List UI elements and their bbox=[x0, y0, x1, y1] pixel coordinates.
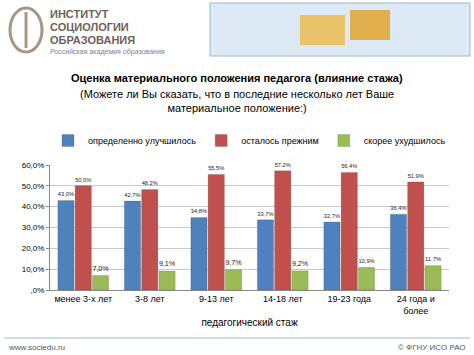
svg-text:9,2%: 9,2% bbox=[292, 260, 309, 268]
svg-text:60,0%: 60,0% bbox=[22, 161, 45, 170]
svg-text:36,4%: 36,4% bbox=[390, 205, 406, 211]
svg-text:Оценка материального положения: Оценка материального положения педагога … bbox=[71, 72, 403, 84]
svg-text:33,7%: 33,7% bbox=[257, 211, 273, 217]
svg-text:ОБРАЗОВАНИЯ: ОБРАЗОВАНИЯ bbox=[50, 34, 135, 46]
svg-text:9-13 лет: 9-13 лет bbox=[199, 294, 234, 304]
svg-text:ИНСТИТУТ: ИНСТИТУТ bbox=[50, 8, 109, 20]
svg-text:20,0%: 20,0% bbox=[22, 244, 45, 253]
svg-text:определенно улучшилось: определенно улучшилось bbox=[88, 136, 196, 146]
svg-text:менее 3-х лет: менее 3-х лет bbox=[54, 294, 112, 304]
svg-text:57,2%: 57,2% bbox=[275, 162, 291, 168]
svg-text:(Можете ли Вы сказать, что в п: (Можете ли Вы сказать, что в последние н… bbox=[80, 88, 394, 114]
svg-text:10,9%: 10,9% bbox=[358, 258, 374, 264]
svg-text:32,7%: 32,7% bbox=[324, 213, 340, 219]
svg-text:СОЦИОЛОГИИ: СОЦИОЛОГИИ bbox=[50, 21, 129, 33]
svg-text:19-23 года: 19-23 года bbox=[327, 294, 371, 304]
svg-text:55,5%: 55,5% bbox=[208, 165, 224, 171]
svg-text:,0%: ,0% bbox=[31, 286, 45, 295]
svg-text:9,7%: 9,7% bbox=[225, 259, 242, 267]
svg-text:30,0%: 30,0% bbox=[22, 223, 45, 232]
svg-text:24 года иболее: 24 года иболее bbox=[397, 294, 435, 316]
svg-text:www.sociedu.ru: www.sociedu.ru bbox=[8, 343, 65, 352]
svg-text:7,0%: 7,0% bbox=[92, 265, 109, 273]
svg-text:40,0%: 40,0% bbox=[22, 202, 45, 211]
svg-text:50,0%: 50,0% bbox=[22, 182, 45, 191]
svg-text:43,0%: 43,0% bbox=[58, 191, 74, 197]
svg-text:3-8 лет: 3-8 лет bbox=[135, 294, 165, 304]
svg-text:42,7%: 42,7% bbox=[124, 192, 140, 198]
svg-text:скорее ухудшилось: скорее ухудшилось bbox=[364, 136, 446, 146]
svg-text:48,2%: 48,2% bbox=[142, 180, 158, 186]
svg-text:34,8%: 34,8% bbox=[191, 208, 207, 214]
svg-text:© ФГНУ ИСО РАО: © ФГНУ ИСО РАО bbox=[398, 343, 466, 352]
svg-text:Российская академия образовани: Российская академия образования bbox=[50, 48, 165, 56]
svg-text:осталось прежним: осталось прежним bbox=[241, 136, 319, 146]
svg-text:14-18 лет: 14-18 лет bbox=[263, 294, 303, 304]
svg-text:51,9%: 51,9% bbox=[408, 173, 424, 179]
svg-text:56,4%: 56,4% bbox=[341, 163, 357, 169]
svg-text:50,0%: 50,0% bbox=[75, 177, 91, 183]
svg-text:педагогический стаж: педагогический стаж bbox=[201, 317, 298, 328]
svg-text:10,0%: 10,0% bbox=[22, 265, 45, 274]
svg-text:11,7%: 11,7% bbox=[425, 256, 442, 262]
svg-text:9,1%: 9,1% bbox=[159, 260, 176, 268]
